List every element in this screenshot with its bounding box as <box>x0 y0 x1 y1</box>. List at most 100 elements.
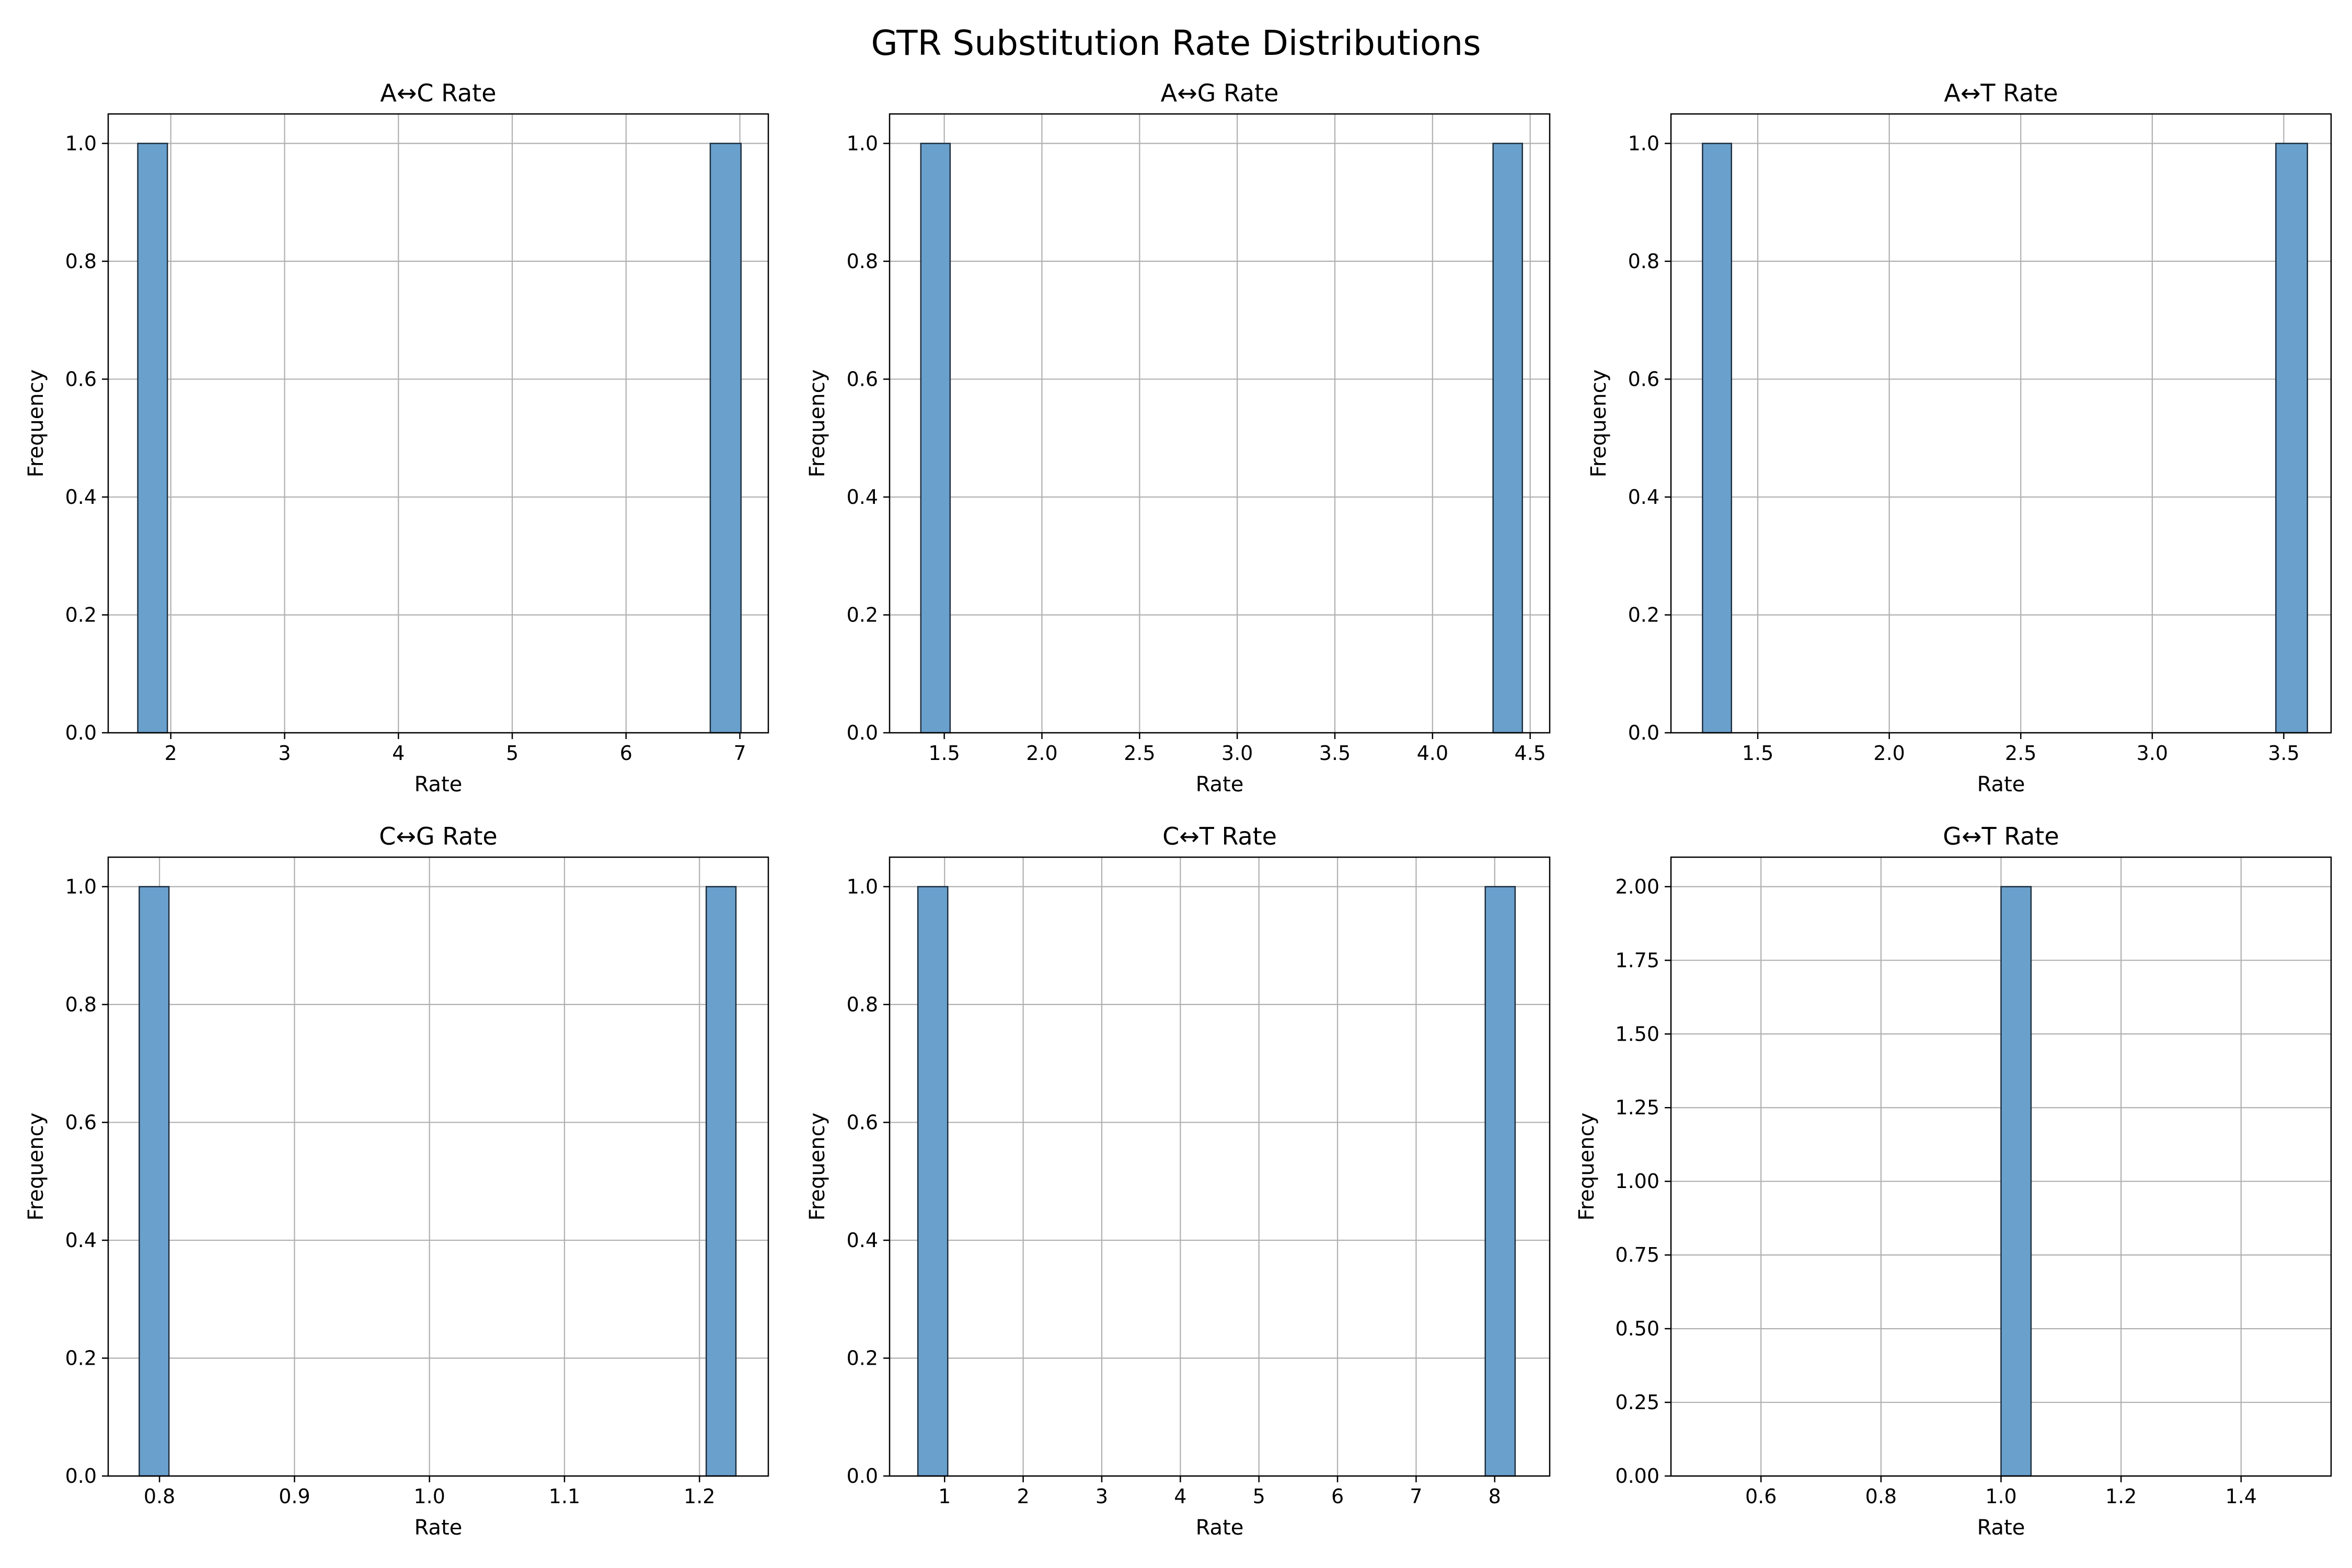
histogram-bar <box>2000 886 2032 1477</box>
x-tick-label: 2.0 <box>1026 742 1057 765</box>
y-tick-label: 0.0 <box>65 1465 97 1488</box>
x-axis-label: Rate <box>1196 773 1244 797</box>
subplot-4: 0.8 0.9 1.0 1.1 1.2 0.0 0.2 0.4 0.6 0.8 1.0 C↔G Rat… <box>24 822 769 1540</box>
y-tick-label: 0.75 <box>1615 1243 1659 1266</box>
x-tick-label: 1.0 <box>413 1485 445 1508</box>
subplot-6: 0.6 0.8 1.0 1.2 1.4 0.00 0.25 0.50 0.75 1.00 1.25 1… <box>1575 822 2332 1540</box>
y-tick-label: 0.4 <box>1628 486 1659 509</box>
axes-frame <box>889 113 1551 734</box>
y-axis-label: Frequency <box>24 370 48 478</box>
y-tick-label: 0.2 <box>65 603 97 626</box>
y-tick-label: 0.2 <box>1628 603 1659 626</box>
x-tick-label: 2.5 <box>1124 742 1155 765</box>
subplot-title: A↔G Rate <box>1161 79 1279 107</box>
plot-area <box>108 114 768 733</box>
plot-area <box>1671 114 2331 733</box>
y-tick-label: 0.6 <box>65 367 97 390</box>
x-tick-label: 1.2 <box>684 1485 715 1508</box>
subplot-title: A↔C Rate <box>380 79 496 107</box>
histogram-bar <box>920 143 951 734</box>
y-tick-label: 0.8 <box>847 993 878 1016</box>
histogram-bar <box>1484 886 1516 1477</box>
y-tick-label: 1.50 <box>1615 1022 1659 1045</box>
y-tick-label: 0.0 <box>1628 721 1659 744</box>
y-tick-label: 0.8 <box>847 250 878 273</box>
y-tick-label: 0.6 <box>847 1111 878 1134</box>
y-axis-label: Frequency <box>805 370 829 478</box>
histogram-bar <box>917 886 949 1477</box>
y-axis-label: Frequency <box>24 1113 48 1221</box>
x-tick-label: 8 <box>1489 1485 1501 1508</box>
x-axis-label: Rate <box>1977 773 2025 797</box>
y-tick-label: 1.0 <box>847 875 878 898</box>
y-axis-label: Frequency <box>1575 1113 1599 1221</box>
y-axis-label: Frequency <box>805 1113 829 1221</box>
y-tick-label: 1.0 <box>65 132 97 155</box>
plot-area <box>890 114 1550 733</box>
x-tick-label: 1 <box>938 1485 951 1508</box>
plot-area <box>890 857 1550 1476</box>
y-tick-label: 0.8 <box>1628 250 1659 273</box>
x-tick-label: 3.0 <box>1221 742 1253 765</box>
x-tick-label: 7 <box>733 742 746 765</box>
x-axis-label: Rate <box>1977 1516 2025 1540</box>
x-axis-label: Rate <box>1196 1516 1244 1540</box>
y-tick-label: 1.0 <box>847 132 878 155</box>
subplot-5: 1 2 3 4 5 6 7 8 0.0 0.2 0.4 0.6 0.8 1.0 C↔T Rate Rate Fr… <box>805 822 1551 1540</box>
y-tick-label: 0.25 <box>1615 1391 1659 1414</box>
y-tick-label: 1.75 <box>1615 949 1659 972</box>
subplot-title: C↔T Rate <box>1162 822 1277 850</box>
x-tick-label: 3.0 <box>2137 742 2168 765</box>
y-tick-label: 0.6 <box>1628 367 1659 390</box>
y-tick-label: 1.0 <box>65 875 97 898</box>
y-tick-label: 0.2 <box>847 603 878 626</box>
histogram-bar <box>137 143 168 734</box>
histogram-bar <box>709 143 742 734</box>
subplot-3: 1.5 2.0 2.5 3.0 3.5 0.0 0.2 0.4 0.6 0.8 1.0 A↔T Rat… <box>1587 79 2332 797</box>
x-tick-label: 1.2 <box>2105 1485 2137 1508</box>
x-tick-label: 4 <box>392 742 405 765</box>
x-axis-label: Rate <box>414 1516 463 1540</box>
x-tick-label: 6 <box>620 742 632 765</box>
figure-title: GTR Substitution Rate Distributions <box>871 23 1481 63</box>
x-tick-label: 1.0 <box>1985 1485 2016 1508</box>
histogram-bar <box>1492 143 1523 734</box>
x-tick-label: 5 <box>1253 1485 1265 1508</box>
x-tick-label: 4.0 <box>1417 742 1448 765</box>
y-tick-label: 0.0 <box>847 721 878 744</box>
x-tick-label: 1.5 <box>928 742 960 765</box>
x-tick-label: 5 <box>506 742 518 765</box>
x-tick-label: 4 <box>1174 1485 1186 1508</box>
y-tick-label: 0.4 <box>65 486 97 509</box>
y-tick-label: 0.8 <box>65 250 97 273</box>
y-tick-label: 0.6 <box>847 367 878 390</box>
x-tick-label: 2.0 <box>1873 742 1905 765</box>
x-tick-label: 2 <box>1017 1485 1030 1508</box>
histogram-bar <box>139 886 170 1477</box>
axes-frame <box>107 113 769 734</box>
x-tick-label: 1.5 <box>1742 742 1773 765</box>
x-tick-label: 0.8 <box>1865 1485 1897 1508</box>
y-tick-label: 0.2 <box>847 1346 878 1369</box>
subplot-title: C↔G Rate <box>379 822 497 850</box>
x-axis-label: Rate <box>414 773 463 797</box>
y-tick-label: 1.00 <box>1615 1170 1659 1193</box>
y-tick-label: 0.4 <box>847 486 878 509</box>
x-tick-label: 4.5 <box>1514 742 1546 765</box>
x-tick-label: 2.5 <box>2005 742 2036 765</box>
x-tick-label: 3 <box>278 742 291 765</box>
y-tick-label: 0.4 <box>847 1229 878 1252</box>
y-tick-label: 0.00 <box>1615 1465 1659 1488</box>
histogram-bar <box>2275 143 2308 734</box>
x-tick-label: 3.5 <box>1319 742 1351 765</box>
axes-frame <box>889 856 1551 1477</box>
y-tick-label: 1.0 <box>1628 132 1659 155</box>
y-tick-label: 2.00 <box>1615 875 1659 898</box>
y-tick-label: 0.6 <box>65 1111 97 1134</box>
x-tick-label: 3 <box>1096 1485 1108 1508</box>
y-tick-label: 0.4 <box>65 1229 97 1252</box>
subplot-title: A↔T Rate <box>1944 79 2058 107</box>
y-tick-label: 0.8 <box>65 993 97 1016</box>
histogram-bar <box>705 886 737 1477</box>
